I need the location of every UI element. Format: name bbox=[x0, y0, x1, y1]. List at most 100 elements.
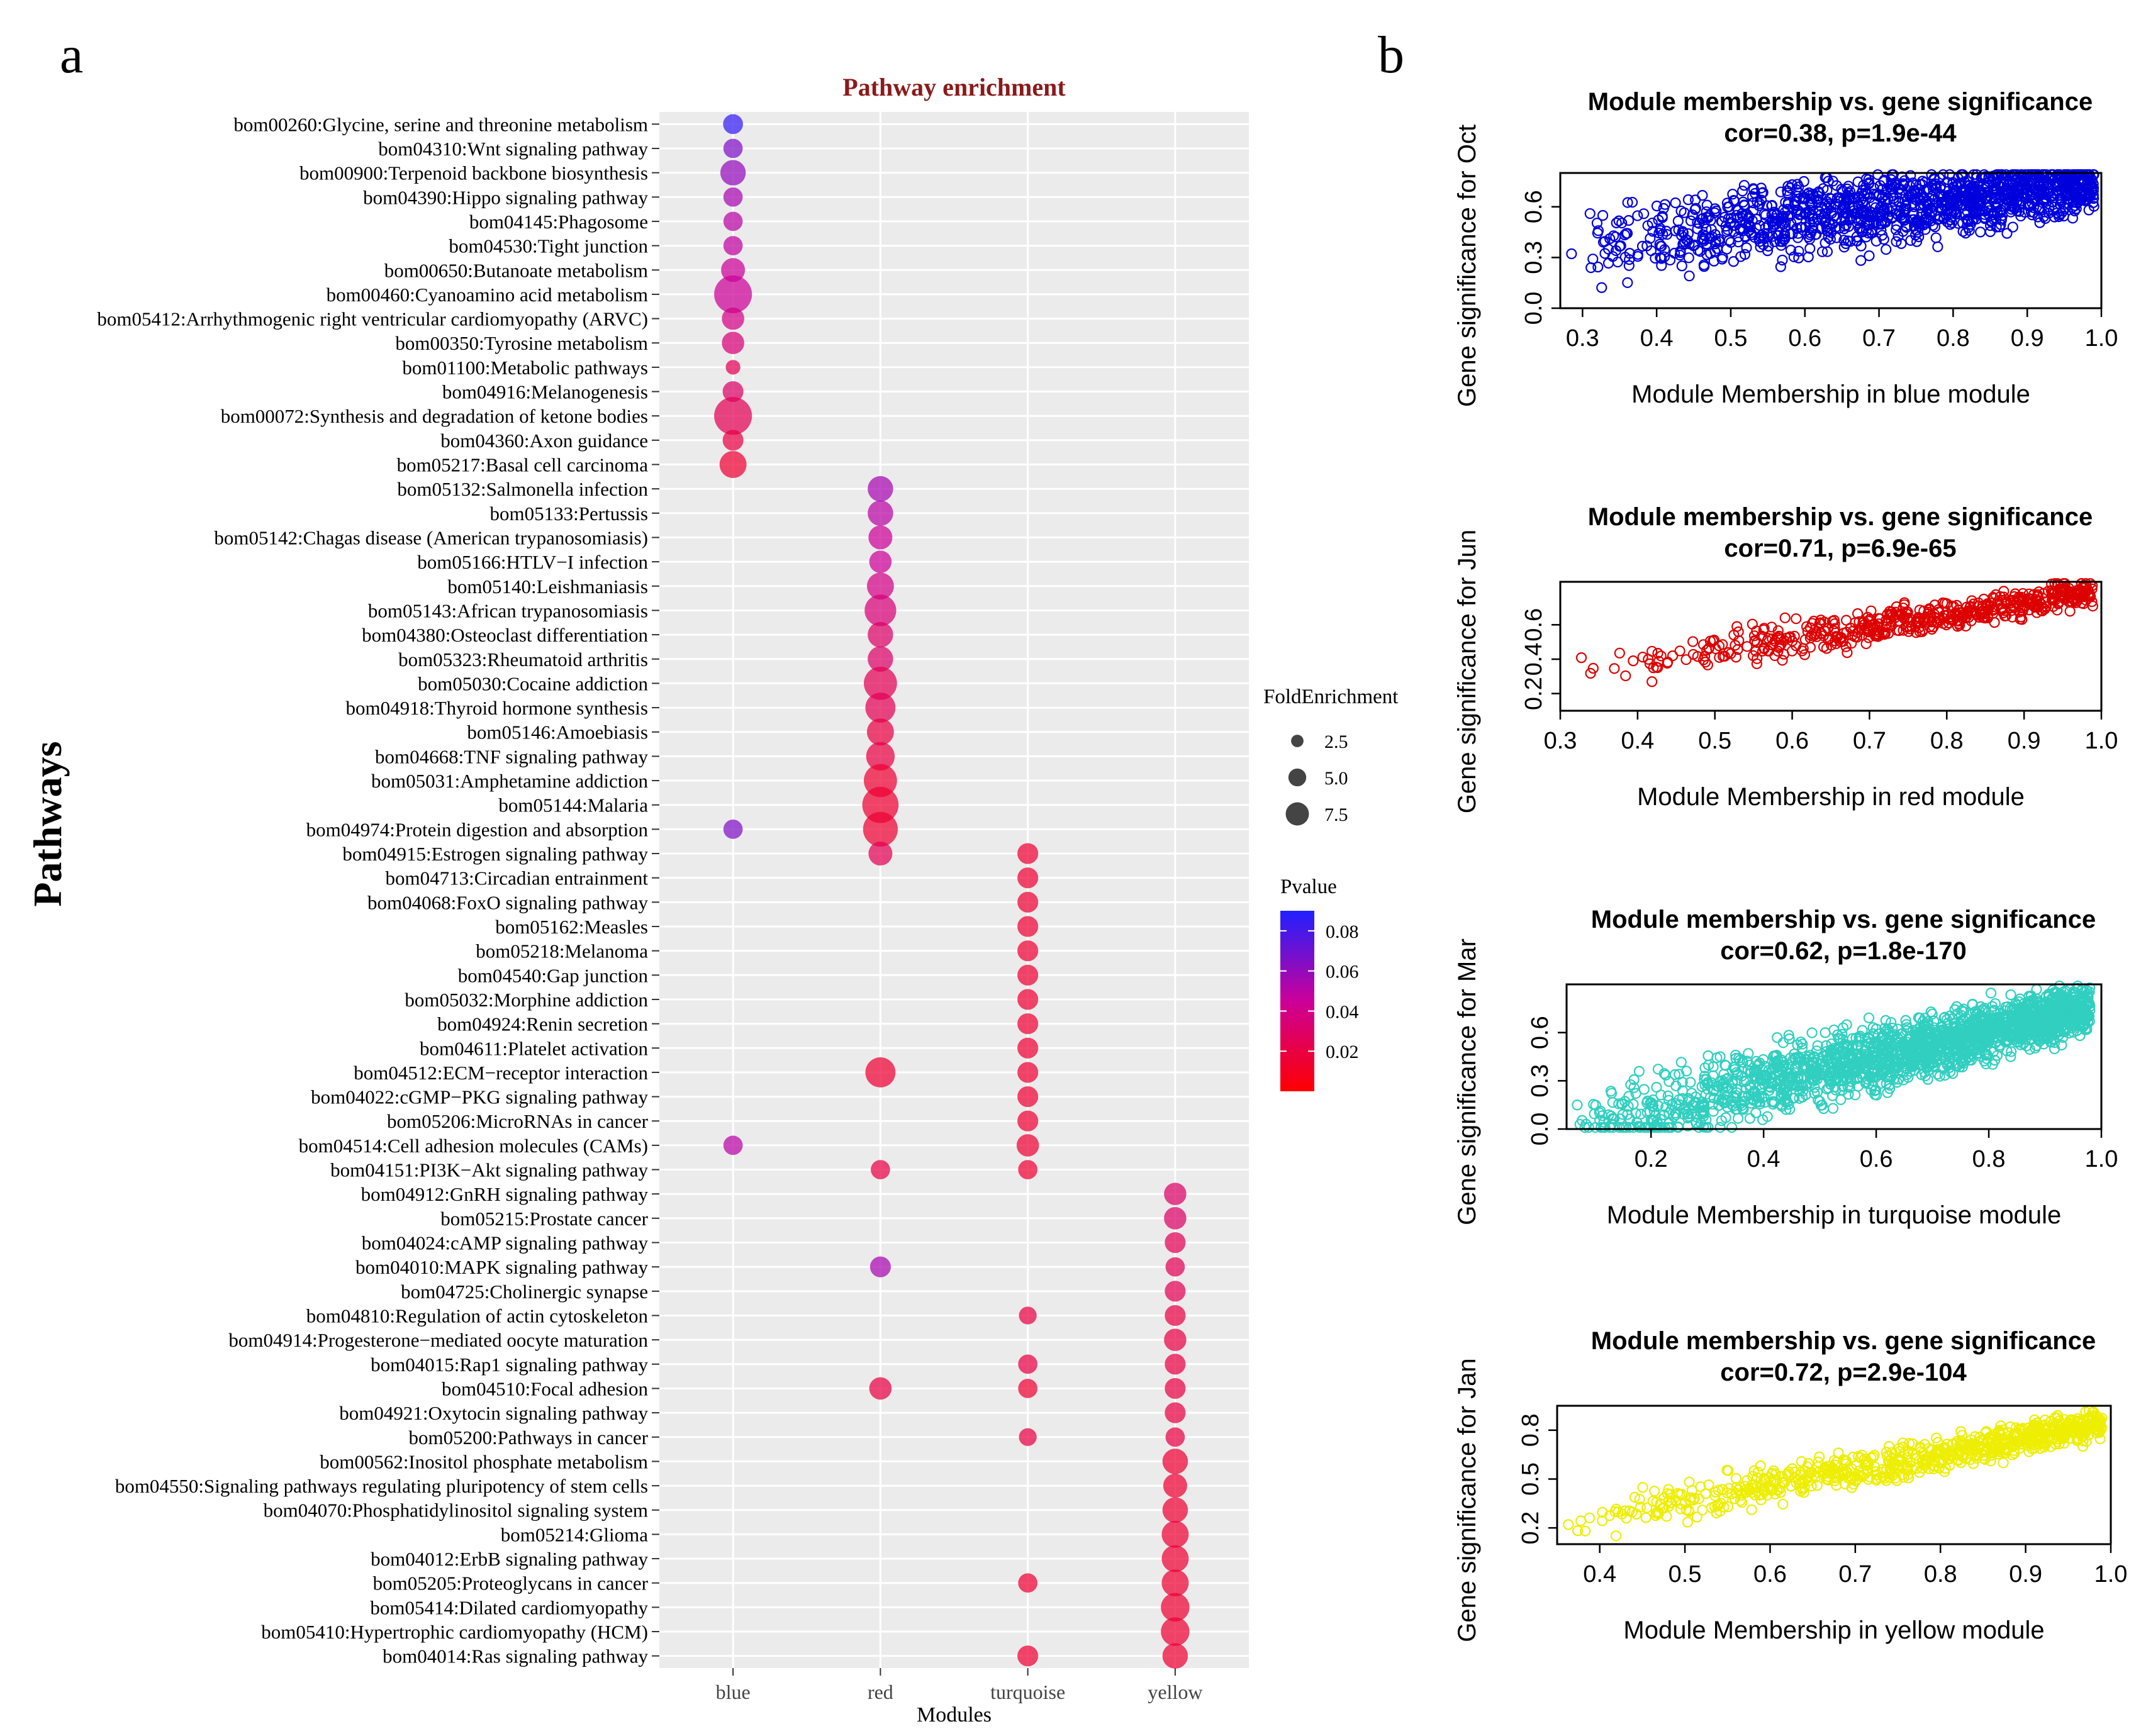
scatter-point bbox=[1691, 1111, 1702, 1123]
enrichment-dot bbox=[868, 500, 893, 526]
scatter-point bbox=[1739, 248, 1751, 260]
enrichment-dot bbox=[1017, 891, 1039, 913]
scatter-point bbox=[1670, 197, 1681, 209]
scatter-point bbox=[1953, 178, 1964, 190]
scatter-point bbox=[1575, 1515, 1587, 1527]
scatter-point bbox=[2071, 170, 2082, 181]
scatter-point bbox=[2088, 182, 2099, 194]
scatter-point bbox=[1682, 1516, 1694, 1528]
scatter-point bbox=[2025, 169, 2037, 181]
scatter-point bbox=[1808, 615, 1820, 627]
enrichment-dot bbox=[714, 397, 752, 435]
scatter-point bbox=[2035, 598, 2047, 610]
scatter-point bbox=[1727, 189, 1738, 200]
scatter-point bbox=[1898, 226, 1909, 237]
scatter-point bbox=[1779, 635, 1790, 646]
scatter-point bbox=[1693, 1121, 1704, 1133]
scatter-point bbox=[1792, 179, 1803, 190]
scatter-point bbox=[1780, 221, 1791, 232]
y-axis-label: Gene significance for Jun bbox=[1453, 530, 1481, 813]
scatter-point bbox=[1838, 627, 1850, 639]
scatter-point bbox=[1879, 1063, 1891, 1074]
y-tick-label: bom04070:Phosphatidylinositol signaling … bbox=[264, 1500, 648, 1522]
scatter-points bbox=[1575, 578, 2098, 687]
scatter-point bbox=[2043, 988, 2054, 999]
scatter-point bbox=[1840, 641, 1852, 652]
scatter-point bbox=[1731, 1067, 1742, 1078]
scatter-point bbox=[2005, 989, 2016, 1001]
scatter-point bbox=[2017, 605, 2028, 616]
y-tick-label: bom05206:MicroRNAs in cancer bbox=[387, 1110, 649, 1132]
enrichment-dot bbox=[866, 718, 894, 746]
scatter-point bbox=[1616, 217, 1628, 229]
scatter-point bbox=[1685, 1077, 1696, 1088]
scatter-point bbox=[2088, 189, 2099, 201]
scatter-point bbox=[1740, 218, 1752, 230]
x-tick-label: 0.4 bbox=[1747, 1146, 1780, 1172]
scatter-point bbox=[2083, 204, 2094, 216]
scatter-point bbox=[1701, 199, 1713, 211]
scatter-point bbox=[1804, 642, 1816, 653]
x-tick-label: 0.6 bbox=[1788, 325, 1821, 352]
scatter-point bbox=[1621, 228, 1632, 239]
scatter-point bbox=[1730, 652, 1741, 663]
scatter-point bbox=[1894, 189, 1906, 200]
scatter-point bbox=[2031, 984, 2042, 995]
scatter-point bbox=[1999, 179, 2010, 190]
scatter-point bbox=[2060, 189, 2071, 201]
pvalue-colorbar bbox=[1280, 911, 1314, 1091]
scatter-point bbox=[1853, 223, 1865, 235]
y-tick-label: bom04151:PI3K−Akt signaling pathway bbox=[330, 1159, 648, 1181]
scatter-point bbox=[1686, 1088, 1697, 1099]
scatter-point bbox=[1913, 622, 1925, 633]
x-tick-label: 0.7 bbox=[1853, 728, 1886, 754]
scatter-point bbox=[1812, 191, 1824, 202]
scatter-point bbox=[1756, 187, 1767, 199]
scatter-point bbox=[1864, 614, 1875, 625]
scatter-point bbox=[1945, 199, 1956, 210]
scatter-point bbox=[1674, 1069, 1685, 1080]
scatter-point bbox=[1575, 652, 1587, 664]
scatter-point bbox=[1989, 170, 2001, 181]
scatter-point bbox=[2066, 587, 2077, 598]
scatter-point bbox=[1780, 632, 1792, 643]
x-tick-label: 1.0 bbox=[2085, 728, 2118, 754]
scatter-point bbox=[1701, 206, 1712, 218]
size-legend-dot bbox=[1288, 768, 1307, 787]
scatter-point bbox=[1827, 1103, 1839, 1114]
enrichment-dot bbox=[723, 114, 743, 135]
enrichment-dot bbox=[1165, 1257, 1185, 1277]
y-tick-label: 0.3 bbox=[1521, 241, 1547, 274]
y-tick-label: bom04514:Cell adhesion molecules (CAMs) bbox=[299, 1135, 648, 1157]
scatter-point bbox=[1798, 175, 1809, 187]
scatter-point bbox=[1738, 180, 1750, 191]
scatter-point bbox=[2033, 169, 2044, 181]
scatter-point bbox=[1698, 1110, 1709, 1122]
scatter-point bbox=[1636, 240, 1648, 252]
scatter-point bbox=[1982, 208, 1994, 220]
scatter-point bbox=[1863, 1012, 1875, 1023]
scatter-point bbox=[1638, 208, 1650, 220]
scatter-point bbox=[1989, 998, 2001, 1010]
scatter-point bbox=[1773, 230, 1784, 241]
scatter-point bbox=[1881, 243, 1892, 255]
scatter-point bbox=[1888, 196, 1899, 207]
scatter-point bbox=[1784, 210, 1796, 221]
scatter-point bbox=[2009, 180, 2021, 191]
scatter-point bbox=[1762, 245, 1774, 257]
scatter-point bbox=[1985, 220, 1996, 231]
scatter-point bbox=[1846, 211, 1857, 222]
scatter-point bbox=[1725, 236, 1736, 248]
scatter-point bbox=[1646, 676, 1658, 687]
scatter-point bbox=[1657, 228, 1669, 240]
scatter-point bbox=[1716, 216, 1728, 228]
scatter-point bbox=[1878, 233, 1889, 245]
scatter-point bbox=[2015, 210, 2026, 222]
y-axis-label: Gene significance for Jan bbox=[1453, 1358, 1481, 1642]
size-legend-label: 7.5 bbox=[1324, 804, 1348, 825]
enrichment-dot bbox=[868, 525, 893, 550]
scatter-point bbox=[1886, 179, 1897, 191]
scatter-point bbox=[1954, 190, 1966, 201]
scatter-point bbox=[1791, 196, 1802, 207]
